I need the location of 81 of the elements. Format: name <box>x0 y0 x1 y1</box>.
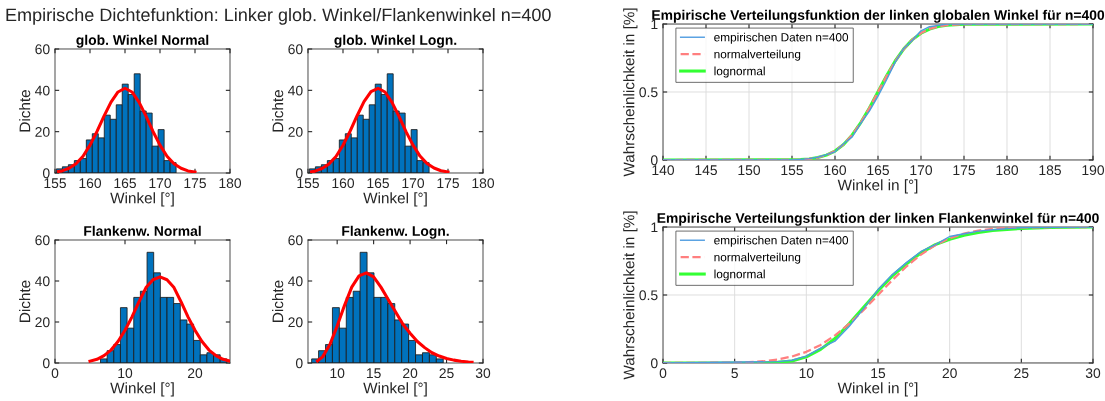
x-tick-label: 160 <box>824 165 847 176</box>
x-tick-label: 160 <box>79 178 102 189</box>
x-tick-label: 180 <box>472 178 495 189</box>
x-tick-label: 20 <box>403 368 418 379</box>
y-tick-label: 0.5 <box>639 87 658 98</box>
y-tick-label: 0 <box>650 155 658 166</box>
y-axis-title: Dichte <box>272 90 284 132</box>
y-tick-label: 20 <box>288 317 303 328</box>
x-tick-label: 165 <box>114 178 137 189</box>
y-tick-label: 60 <box>288 44 303 55</box>
chart-title: Flankenw. Normal <box>84 225 201 236</box>
chart-title: glob. Winkel Normal <box>76 34 209 48</box>
x-tick-label: 150 <box>738 165 761 176</box>
x-tick-label: 165 <box>867 165 890 176</box>
x-tick-label: 30 <box>475 368 491 379</box>
legend-label: normalverteilung <box>714 49 801 61</box>
chart-title: glob. Winkel Logn. <box>334 34 457 48</box>
x-tick-label: 175 <box>953 165 976 176</box>
text: Empirische Dichtefunktion: Linker glob. Winkel/Flankenwinkel n=400 <box>6 8 551 25</box>
x-tick-label: 170 <box>149 178 172 189</box>
y-tick-label: 60 <box>35 235 50 246</box>
x-tick-label: 155 <box>781 165 804 176</box>
x-tick-label: 170 <box>402 178 425 189</box>
y-tick-label: 0.5 <box>639 290 658 301</box>
x-tick-label: 165 <box>367 178 390 189</box>
y-tick-label: 0 <box>650 358 658 369</box>
x-tick-label: 15 <box>366 368 381 379</box>
x-tick-label: 5 <box>731 368 738 379</box>
x-tick-label: 180 <box>219 178 242 189</box>
x-tick-label: 190 <box>1082 165 1105 176</box>
y-tick-label: 60 <box>288 235 303 246</box>
y-tick-label: 60 <box>35 44 50 55</box>
x-tick-label: 180 <box>996 165 1019 176</box>
legend-label: lognormal <box>714 269 765 281</box>
x-axis-title: Winkel [°] <box>110 382 174 397</box>
y-tick-label: 40 <box>288 276 303 287</box>
x-tick-label: 25 <box>1014 368 1029 379</box>
y-tick-label: 20 <box>35 127 50 137</box>
x-axis-title: Winkel [°] <box>110 192 174 207</box>
x-tick-label: 185 <box>1039 165 1062 176</box>
y-axis-title: Dichte <box>19 280 31 322</box>
x-axis-title: Winkel [°] <box>363 192 427 207</box>
x-tick-label: 20 <box>187 368 203 379</box>
x-axis-title: Winkel in [°] <box>837 382 918 397</box>
y-tick-label: 40 <box>35 85 50 96</box>
x-tick-label: 20 <box>942 368 957 379</box>
y-tick-label: 1 <box>651 222 658 233</box>
chart-title: Flankenw. Logn. <box>342 225 449 239</box>
x-tick-label: 170 <box>910 165 933 176</box>
y-tick-label: 0 <box>42 358 50 369</box>
y-axis-title: Dichte <box>272 280 284 322</box>
legend-label: empirischen Daten n=400 <box>714 32 849 44</box>
x-tick-label: 10 <box>799 368 814 379</box>
x-axis-title: Winkel in [°] <box>837 179 918 194</box>
x-tick-label: 175 <box>437 178 460 189</box>
x-axis-title: Winkel [°] <box>363 382 427 397</box>
x-tick-label: 145 <box>695 165 718 176</box>
x-tick-label: 25 <box>439 368 454 379</box>
y-axis-title: Wahrscheinlichkeit in [%] <box>623 8 638 177</box>
y-tick-label: 20 <box>288 127 303 137</box>
x-tick-label: 160 <box>332 178 355 189</box>
legend-label: lognormal <box>714 66 765 78</box>
x-tick-label: 10 <box>118 368 133 379</box>
legend-label: empirischen Daten n=400 <box>714 235 849 247</box>
y-tick-label: 40 <box>35 276 50 287</box>
x-tick-label: 0 <box>659 368 667 379</box>
y-axis-title: Wahrscheinlichkeit in [%] <box>623 211 638 380</box>
chart-title: Empirische Verteilungsfunktion der linken Flankenwinkel für n=400 <box>657 212 1099 226</box>
x-tick-label: 15 <box>871 368 886 379</box>
y-tick-label: 0 <box>295 358 303 369</box>
x-tick-label: 10 <box>330 368 345 379</box>
x-tick-label: 140 <box>652 165 675 176</box>
y-axis-title: Dichte <box>19 90 31 132</box>
x-tick-label: 30 <box>1085 368 1101 379</box>
x-tick-label: 0 <box>51 368 59 379</box>
y-tick-label: 20 <box>35 317 50 328</box>
y-tick-label: 40 <box>288 85 303 96</box>
x-tick-label: 155 <box>297 178 320 189</box>
legend-label: normalverteilung <box>714 252 801 264</box>
x-tick-label: 175 <box>184 178 207 189</box>
x-tick-label: 155 <box>44 178 67 189</box>
